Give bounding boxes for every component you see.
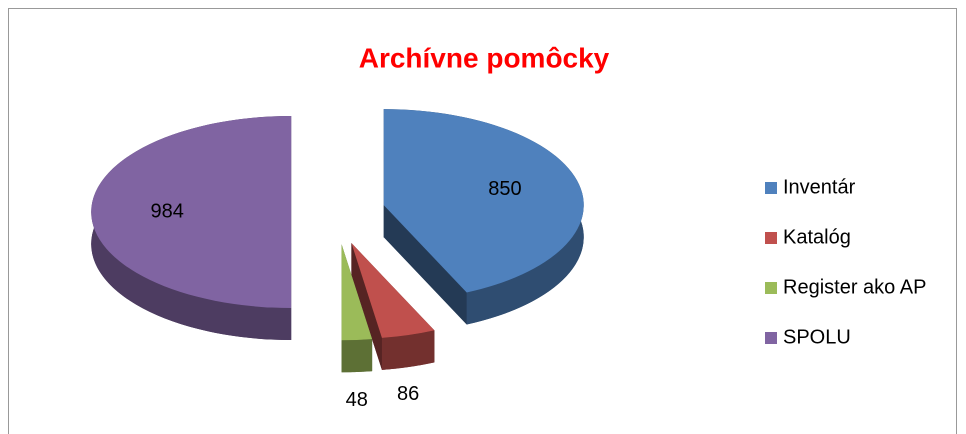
legend-label: Register ako AP bbox=[783, 276, 926, 298]
slice-wall bbox=[341, 339, 373, 373]
slice-side bbox=[383, 205, 467, 325]
slice bbox=[91, 116, 292, 308]
data-label: 86 bbox=[397, 383, 419, 405]
data-label: 850 bbox=[488, 178, 521, 200]
slice bbox=[383, 109, 584, 293]
data-label: 48 bbox=[346, 389, 368, 411]
legend-swatch bbox=[765, 182, 777, 194]
slice-side bbox=[351, 243, 382, 370]
legend-label: SPOLU bbox=[783, 326, 851, 348]
chart-title: Archívne pomôcky bbox=[359, 42, 610, 73]
legend-label: Inventár bbox=[783, 176, 856, 198]
data-label: 984 bbox=[151, 200, 184, 222]
slice bbox=[341, 244, 373, 341]
slice-wall bbox=[381, 330, 435, 370]
legend-swatch bbox=[765, 282, 777, 294]
slice bbox=[351, 243, 435, 338]
legend-label: Katalóg bbox=[783, 226, 851, 248]
legend-swatch bbox=[765, 232, 777, 244]
legend-swatch bbox=[765, 332, 777, 344]
